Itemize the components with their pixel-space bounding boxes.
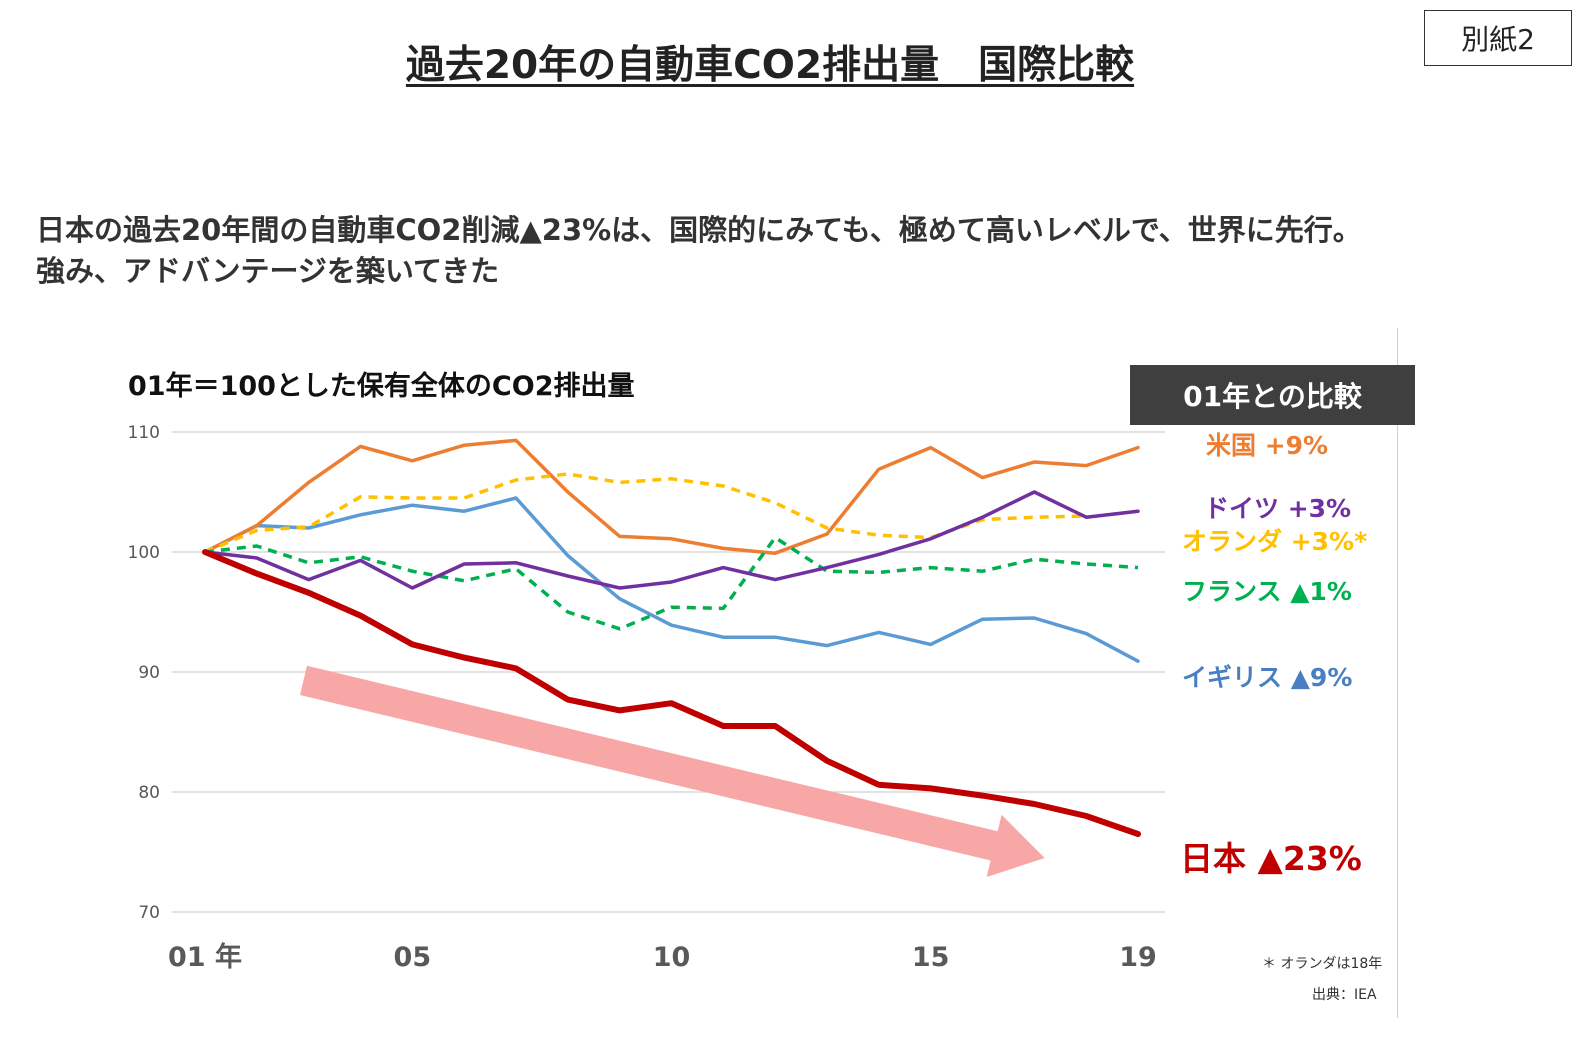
page-title: 過去20年の自動車CO2排出量 国際比較	[0, 34, 1540, 90]
summary-line-1: 日本の過去20年間の自動車CO2削減▲23%は、国際的にみても、極めて高いレベル…	[36, 213, 1362, 247]
chart-title: 01年＝100とした保有全体のCO2排出量	[128, 371, 635, 402]
summary-text: 日本の過去20年間の自動車CO2削減▲23%は、国際的にみても、極めて高いレベル…	[36, 210, 1556, 292]
series-line-netherlands	[204, 472, 1087, 554]
legend-netherlands: オランダ +3%*	[1182, 527, 1368, 556]
summary-line-2: 強み、アドバンテージを築いてきた	[36, 254, 500, 288]
y-tick-label: 70	[138, 903, 160, 923]
legend-uk: イギリス ▲9%	[1182, 663, 1353, 692]
trend-arrow-shape	[300, 665, 1045, 877]
footnote-netherlands: ＊ オランダは18年	[1262, 956, 1383, 972]
x-tick-label: 15	[912, 942, 950, 973]
y-tick-label: 80	[138, 783, 160, 803]
source-note: 出典：IEA	[1312, 987, 1377, 1003]
x-tick-label: 19	[1119, 942, 1157, 973]
series-line-usa	[203, 438, 1140, 555]
comparison-header: 01年との比較	[1130, 365, 1415, 425]
series-line-france	[204, 535, 1139, 631]
grid-layer: 70 80 90 100 110	[128, 423, 1165, 923]
x-tick-label: 05	[394, 942, 432, 973]
page-title-text: 過去20年の自動車CO2排出量 国際比較	[405, 43, 1135, 88]
attachment-tag: 別紙2	[1424, 10, 1572, 66]
series-layer	[202, 438, 1141, 837]
x-tick-label: 01 年	[168, 941, 242, 973]
y-tick-label: 110	[128, 423, 160, 443]
series-line-uk	[203, 496, 1140, 663]
x-axis-ticks: 01 年 05 10 15 19	[168, 941, 1157, 973]
legend-germany: ドイツ +3%	[1204, 494, 1352, 523]
panel-divider	[1397, 328, 1398, 1018]
legend-usa: 米国 +9%	[1206, 431, 1329, 460]
y-tick-label: 100	[128, 543, 160, 563]
y-tick-label: 90	[138, 663, 160, 683]
legend-france: フランス ▲1%	[1182, 577, 1352, 606]
legend-japan: 日本 ▲23%	[1180, 839, 1362, 878]
trend-arrow	[300, 665, 1045, 877]
series-line-japan	[202, 549, 1141, 837]
series-line-germany	[203, 490, 1140, 590]
x-tick-label: 10	[653, 942, 691, 973]
